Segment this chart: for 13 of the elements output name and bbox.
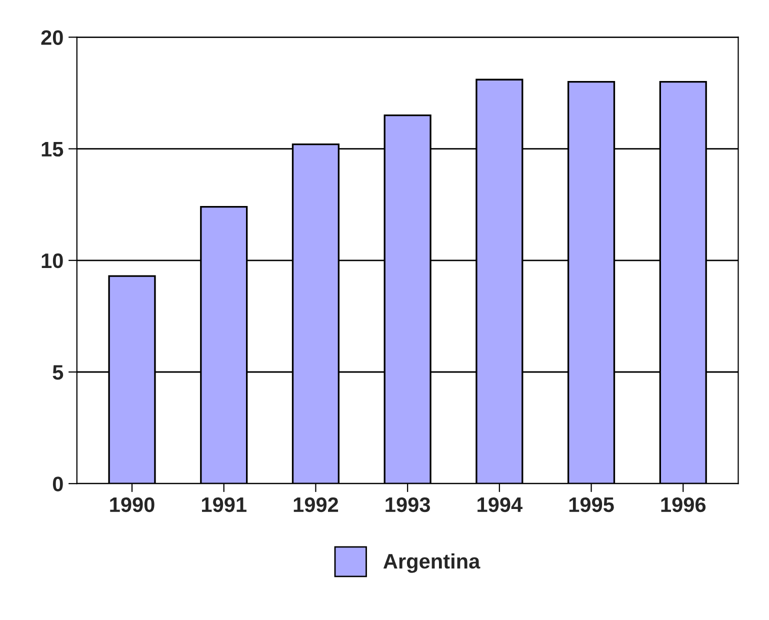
x-tick-label: 1990 (110, 497, 154, 512)
x-tick-label: 1991 (202, 497, 246, 512)
y-tick-label: 15 (42, 142, 64, 157)
y-tick-label: 10 (42, 253, 63, 268)
x-tick-label: 1993 (386, 497, 430, 512)
y-tick-label: 0 (52, 476, 63, 492)
y-tick-label: 5 (52, 365, 64, 380)
legend-label: Argentina (383, 553, 480, 573)
x-tick-label: 1994 (478, 497, 522, 512)
x-tick-label: 1996 (661, 497, 706, 512)
y-tick-label: 20 (41, 30, 63, 45)
x-tick-label: 1995 (569, 497, 614, 512)
x-tick-label: 1992 (294, 497, 338, 512)
